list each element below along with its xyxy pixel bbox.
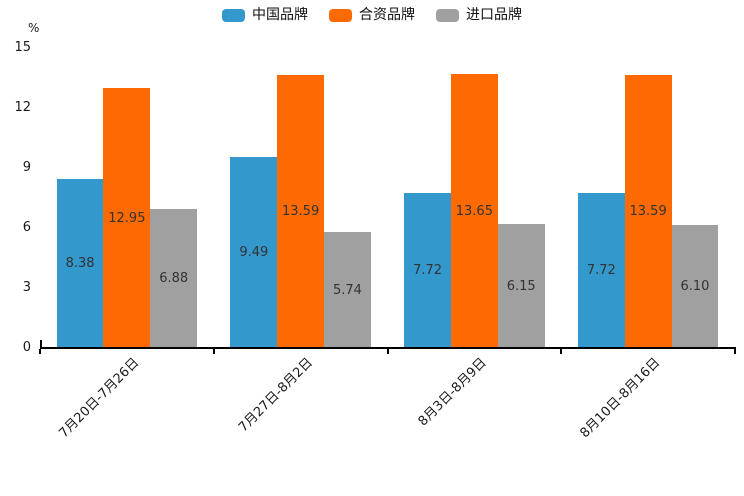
y-axis-unit-label: % [28, 21, 40, 35]
bar-合资品牌-0 [103, 88, 151, 347]
x-tick-label: 8月3日-8月9日 [415, 355, 490, 430]
legend-swatch-icon [222, 8, 245, 22]
bar-中国品牌-2 [404, 192, 451, 347]
bar-value-label: 6.10 [680, 279, 710, 294]
bar-value-label: 6.15 [506, 278, 536, 294]
bar-value-label: 5.74 [332, 282, 362, 298]
bar-进口品牌-1 [324, 232, 371, 347]
bar-中国品牌-0 [56, 179, 104, 347]
legend-item-2[interactable]: 进口品牌 [436, 8, 522, 22]
x-axis-tick [560, 349, 563, 354]
x-axis-line [40, 347, 736, 349]
y-tick-label: 9 [22, 160, 31, 175]
bar-value-label: 6.88 [159, 271, 189, 287]
legend-item-0[interactable]: 中国品牌 [222, 8, 308, 22]
bar-进口品牌-3 [671, 225, 719, 347]
x-tick-label: 8月10日-8月16日 [577, 355, 664, 442]
bar-value-label: 7.72 [413, 262, 443, 278]
y-tick-label: 15 [14, 40, 31, 55]
legend-label: 中国品牌 [252, 7, 308, 23]
bar-合资品牌-2 [450, 74, 498, 347]
bar-value-label: 13.65 [455, 203, 493, 219]
bar-合资品牌-3 [624, 75, 672, 347]
bar-value-label: 9.49 [239, 245, 269, 261]
bar-中国品牌-3 [577, 192, 625, 347]
x-axis-tick [39, 349, 41, 354]
legend-label: 合资品牌 [359, 7, 415, 23]
x-tick-label: 7月20日-7月26日 [55, 355, 142, 442]
legend-swatch-icon [329, 8, 352, 22]
y-axis-line [40, 340, 42, 347]
y-tick-label: 12 [14, 100, 31, 115]
bar-value-label: 8.38 [65, 256, 95, 272]
bar-进口品牌-2 [497, 224, 545, 347]
y-tick-label: 0 [22, 340, 31, 355]
x-tick-label: 7月27日-8月2日 [235, 355, 316, 436]
bar-进口品牌-0 [150, 209, 198, 347]
x-axis-tick [212, 349, 215, 354]
bar-value-label: 12.95 [108, 210, 146, 226]
chart-legend: 中国品牌 合资品牌 进口品牌 [0, 8, 744, 22]
legend-item-1[interactable]: 合资品牌 [329, 8, 415, 22]
y-tick-label: 6 [22, 220, 31, 235]
y-tick-label: 3 [22, 280, 31, 295]
legend-swatch-icon [436, 8, 459, 22]
bar-value-label: 7.72 [586, 262, 616, 278]
bar-合资品牌-1 [277, 75, 325, 347]
bar-中国品牌-1 [230, 157, 278, 347]
bar-value-label: 13.59 [629, 204, 667, 220]
legend-label: 进口品牌 [466, 7, 522, 23]
bar-value-label: 13.59 [282, 204, 320, 220]
x-axis-tick [734, 349, 736, 354]
x-axis-tick [386, 349, 389, 354]
